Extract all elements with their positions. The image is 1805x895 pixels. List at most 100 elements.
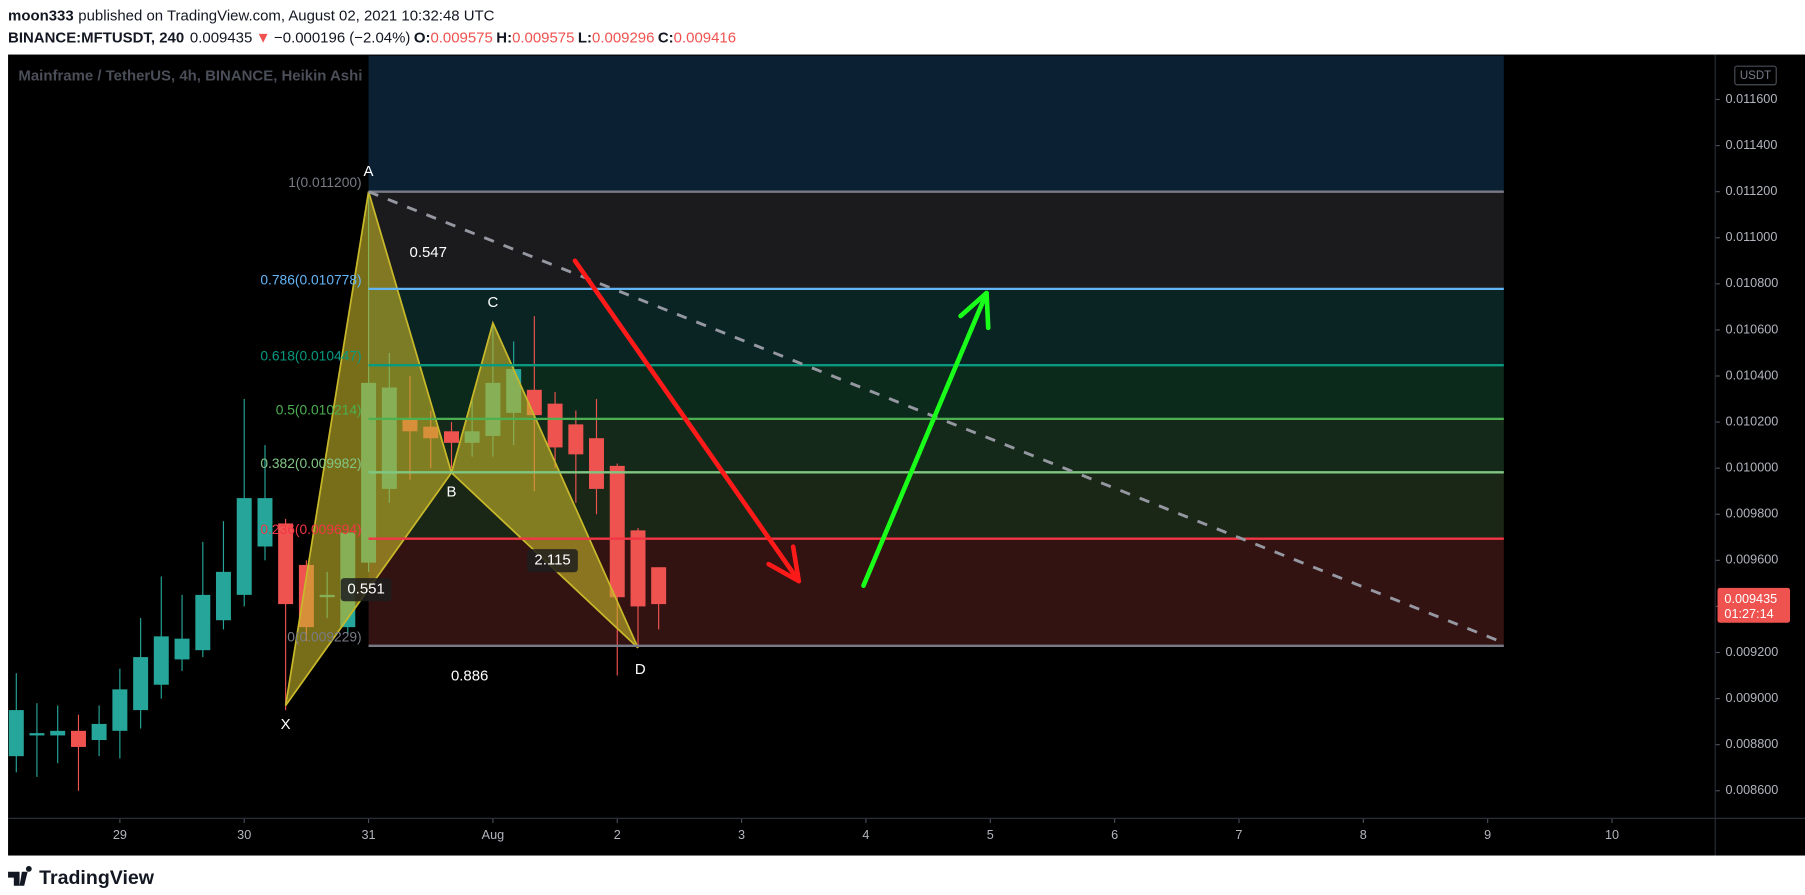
fib-label: 0.382(0.009982) xyxy=(260,455,361,471)
logo-icon xyxy=(8,865,32,886)
fib-label: 0.618(0.010447) xyxy=(260,348,361,364)
candle-body xyxy=(236,498,252,595)
x-tick-label: 30 xyxy=(237,827,251,842)
y-tick-label: 0.010400 xyxy=(1726,367,1779,382)
ratio-box xyxy=(527,549,578,573)
pattern-point-label: C xyxy=(488,294,499,311)
ratio-label: 0.547 xyxy=(410,244,447,261)
x-tick-label: 5 xyxy=(987,827,994,842)
candle-body xyxy=(70,730,86,747)
publish-line: moon333 published on TradingView.com, Aug… xyxy=(8,7,495,24)
candle-body xyxy=(278,523,294,605)
fib-label: 0.786(0.010778) xyxy=(260,271,361,287)
x-tick-label: 4 xyxy=(862,827,869,842)
footer-logo: TradingView xyxy=(8,865,155,889)
plot: 0.0086000.0088000.0090000.0092000.009400… xyxy=(8,55,1779,842)
pattern-point-label: X xyxy=(281,716,291,733)
candle-body xyxy=(50,730,66,736)
candle-body xyxy=(112,689,128,731)
ratio-label: 2.115 xyxy=(534,552,570,569)
x-tick-label: 29 xyxy=(113,827,127,842)
ohlc-label: H: xyxy=(496,29,512,46)
x-tick-label: 10 xyxy=(1605,827,1619,842)
y-tick-label: 0.010800 xyxy=(1726,275,1779,290)
last-price: 0.009435 xyxy=(1724,591,1777,606)
fib-band xyxy=(368,288,1504,366)
change-arrow: ▼ xyxy=(256,29,271,46)
x-tick-label: 7 xyxy=(1235,827,1242,842)
x-tick-label: 9 xyxy=(1484,827,1491,842)
author: moon333 xyxy=(8,7,74,24)
candle-body xyxy=(153,636,169,685)
ohlc-value: 0.009575 xyxy=(512,29,574,46)
x-tick-label: 3 xyxy=(738,827,745,842)
candle-body xyxy=(91,723,107,741)
candle-body xyxy=(29,733,45,736)
ratio-box xyxy=(340,578,392,602)
fib-label: 0.5(0.010214) xyxy=(276,401,362,417)
y-tick-label: 0.011000 xyxy=(1726,229,1778,244)
last-price-box xyxy=(1717,587,1791,623)
y-tick-label: 0.009000 xyxy=(1726,690,1779,705)
symbol-line: BINANCE:MFTUSDT, 240 0.009435 ▼ −0.000196 (… xyxy=(8,29,736,46)
fib-label: 0(0.009229) xyxy=(287,628,361,644)
fib-label: 0.236(0.009694) xyxy=(260,521,361,537)
ohlc-value: 0.009296 xyxy=(592,29,654,46)
pattern-point-label: B xyxy=(447,483,457,500)
candle-body xyxy=(257,498,273,547)
y-tick-label: 0.011200 xyxy=(1726,183,1778,198)
change: −0.000196 (−2.04%) xyxy=(274,29,410,46)
candle-body xyxy=(609,465,625,598)
arrow-head xyxy=(766,544,802,584)
x-tick-label: 6 xyxy=(1111,827,1118,842)
pattern-point-label: A xyxy=(364,163,374,180)
candle-body xyxy=(630,530,646,607)
y-tick-label: 0.010000 xyxy=(1726,459,1779,474)
brand: TradingView xyxy=(39,867,155,889)
pattern-point-label: D xyxy=(635,661,646,678)
ohlc-value: 0.009416 xyxy=(674,29,736,46)
ohlc-value: 0.009575 xyxy=(430,29,492,46)
arrow-head xyxy=(958,290,991,331)
y-tick-label: 0.011400 xyxy=(1726,137,1778,152)
candle-body xyxy=(215,571,231,621)
last: 0.009435 xyxy=(190,29,252,46)
ohlc-label: O: xyxy=(414,29,431,46)
x-tick-label: 31 xyxy=(362,827,376,842)
x-tick-label: 8 xyxy=(1360,827,1367,842)
fib-label: 1(0.011200) xyxy=(288,174,361,190)
candle-body xyxy=(444,431,459,443)
y-tick-label: 0.009600 xyxy=(1726,552,1779,567)
y-tick-label: 0.009200 xyxy=(1726,644,1779,659)
chart-title: Mainframe / TetherUS, 4h, BINANCE, Heiki… xyxy=(18,68,362,85)
arrow-shaft xyxy=(572,258,802,584)
y-tick-label: 0.008800 xyxy=(1726,736,1779,751)
candle-body xyxy=(174,638,190,660)
y-tick-label: 0.011600 xyxy=(1726,91,1778,106)
candle-body xyxy=(568,424,584,455)
candle-body xyxy=(547,403,563,448)
y-tick-label: 0.010600 xyxy=(1726,321,1779,336)
fib-top-fill xyxy=(368,55,1504,192)
published: published on TradingView.com, August 02,… xyxy=(78,7,494,24)
ratio-label: 0.551 xyxy=(347,581,384,598)
ohlc-label: L: xyxy=(578,29,592,46)
arrow-shaft xyxy=(861,290,989,588)
currency-box xyxy=(1734,65,1777,86)
y-tick-label: 0.009800 xyxy=(1726,506,1779,521)
candle-body xyxy=(195,594,211,651)
ratio-label: 0.886 xyxy=(451,668,488,685)
symbol: BINANCE:MFTUSDT, 240 xyxy=(8,29,184,46)
currency: USDT xyxy=(1740,70,1771,82)
countdown: 01:27:14 xyxy=(1724,606,1773,621)
candle-body xyxy=(133,657,149,711)
candle-body xyxy=(589,438,604,489)
x-tick-label: 2 xyxy=(614,827,621,842)
candle-body xyxy=(8,710,24,757)
y-tick-label: 0.008600 xyxy=(1726,782,1779,797)
y-tick-label: 0.010200 xyxy=(1726,413,1779,428)
ohlc-label: C: xyxy=(658,29,674,46)
candle-body xyxy=(651,567,667,605)
